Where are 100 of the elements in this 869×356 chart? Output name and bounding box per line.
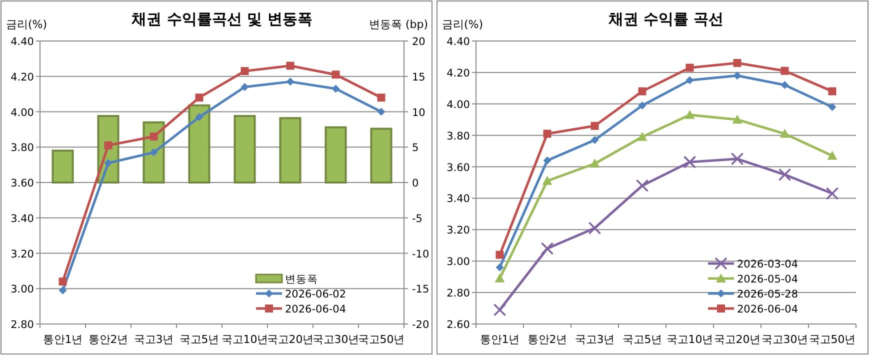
point (104, 141, 112, 150)
point (590, 158, 600, 168)
y-tick-label: 4.20 (446, 67, 470, 80)
y-tick-label: 4.40 (446, 36, 470, 48)
point (150, 148, 158, 156)
point (377, 108, 386, 116)
point (780, 66, 789, 75)
x-tick-label: 국고3년 (134, 333, 174, 346)
legend-label: 변동폭 (285, 274, 318, 286)
point (684, 110, 695, 119)
y-tick-label: 3.00 (10, 284, 34, 296)
y-tick-label: 3.80 (446, 130, 470, 142)
point (496, 250, 504, 259)
y2-tick-label: 15 (412, 71, 426, 84)
x-tick-label: 국고50년 (808, 333, 856, 346)
y2-axis-title: 변동폭 (bp) (368, 18, 428, 31)
x-tick-label: 국고30년 (761, 333, 808, 346)
point (543, 130, 552, 138)
y2-tick-label: 5 (412, 142, 419, 154)
point (58, 286, 67, 294)
y-tick-label: 2.80 (10, 319, 34, 331)
y2-tick-label: -15 (412, 284, 430, 296)
x-tick-label: 통안2년 (527, 333, 568, 346)
y-tick-label: 2.80 (446, 288, 470, 300)
y2-tick-label: 0 (412, 178, 419, 190)
point (638, 101, 646, 110)
x-tick-label: 통안2년 (88, 333, 128, 346)
y-tick-label: 3.40 (10, 212, 34, 225)
point (493, 303, 506, 316)
point (58, 278, 67, 286)
point (683, 156, 696, 168)
bar (234, 114, 256, 184)
point (780, 81, 789, 90)
point (377, 94, 386, 102)
chart-title: 채권 수익률곡선 및 변동폭 (130, 10, 312, 28)
y-tick-label: 4.00 (10, 106, 34, 119)
y-tick-label: 3.40 (446, 193, 470, 206)
x-tick-label: 국고50년 (358, 333, 405, 346)
point (828, 103, 836, 112)
point (494, 273, 505, 282)
point (778, 168, 792, 182)
y-tick-label: 3.60 (446, 162, 470, 174)
x-tick-label: 국고3년 (574, 333, 615, 346)
point (733, 72, 742, 80)
point (543, 156, 552, 164)
x-tick-label: 국고10년 (221, 333, 268, 346)
y-tick-label: 2.60 (446, 319, 470, 331)
point (826, 187, 839, 200)
y-tick-label: 3.80 (10, 142, 34, 154)
x-tick-label: 국고30년 (312, 333, 360, 346)
legend-label: 2026-03-04 (737, 258, 798, 270)
point (686, 64, 694, 72)
point (240, 82, 249, 91)
point (590, 122, 599, 130)
point (590, 136, 599, 144)
y-tick-label: 3.20 (10, 248, 34, 260)
y-axis-title: 금리(%) (442, 18, 484, 31)
point (542, 176, 552, 185)
point (733, 59, 742, 68)
point (332, 84, 340, 93)
y2-tick-label: -20 (412, 319, 430, 331)
point (686, 76, 694, 84)
x-tick-label: 국고10년 (666, 333, 714, 346)
point (636, 179, 649, 192)
point (195, 94, 204, 102)
point (240, 67, 249, 76)
y2-tick-label: 20 (412, 36, 426, 48)
point (286, 62, 294, 70)
x-tick-label: 국고20년 (714, 333, 761, 346)
point (150, 132, 158, 141)
x-tick-label: 통안1년 (480, 333, 520, 346)
y2-tick-label: 10 (412, 106, 426, 119)
y2-tick-label: -10 (412, 248, 430, 260)
legend-label: 2026-06-04 (285, 304, 346, 316)
bar (370, 128, 392, 184)
legend-label: 2026-06-04 (737, 304, 798, 316)
point (638, 87, 646, 96)
point (828, 87, 836, 96)
point (496, 263, 504, 272)
chart-title: 채권 수익률 곡선 (607, 10, 724, 28)
bar (52, 150, 74, 184)
y-tick-label: 3.20 (446, 224, 470, 237)
legend-label: 2026-05-28 (737, 288, 798, 300)
x-tick-label: 국고5년 (622, 333, 662, 346)
y2-tick-label: -5 (412, 212, 422, 225)
point (637, 132, 648, 141)
point (730, 152, 744, 166)
point (588, 222, 602, 234)
bar (188, 104, 210, 184)
y-tick-label: 4.40 (10, 36, 34, 48)
x-tick-label: 국고5년 (179, 333, 220, 346)
point (827, 150, 838, 160)
y-tick-label: 3.00 (446, 256, 470, 268)
x-tick-label: 국고20년 (266, 333, 314, 346)
bar (279, 117, 302, 184)
y-axis-title: 금리(%) (6, 18, 48, 31)
point (780, 128, 790, 138)
bar (324, 126, 347, 184)
legend-label: 2026-05-04 (737, 274, 798, 286)
point (732, 114, 742, 124)
